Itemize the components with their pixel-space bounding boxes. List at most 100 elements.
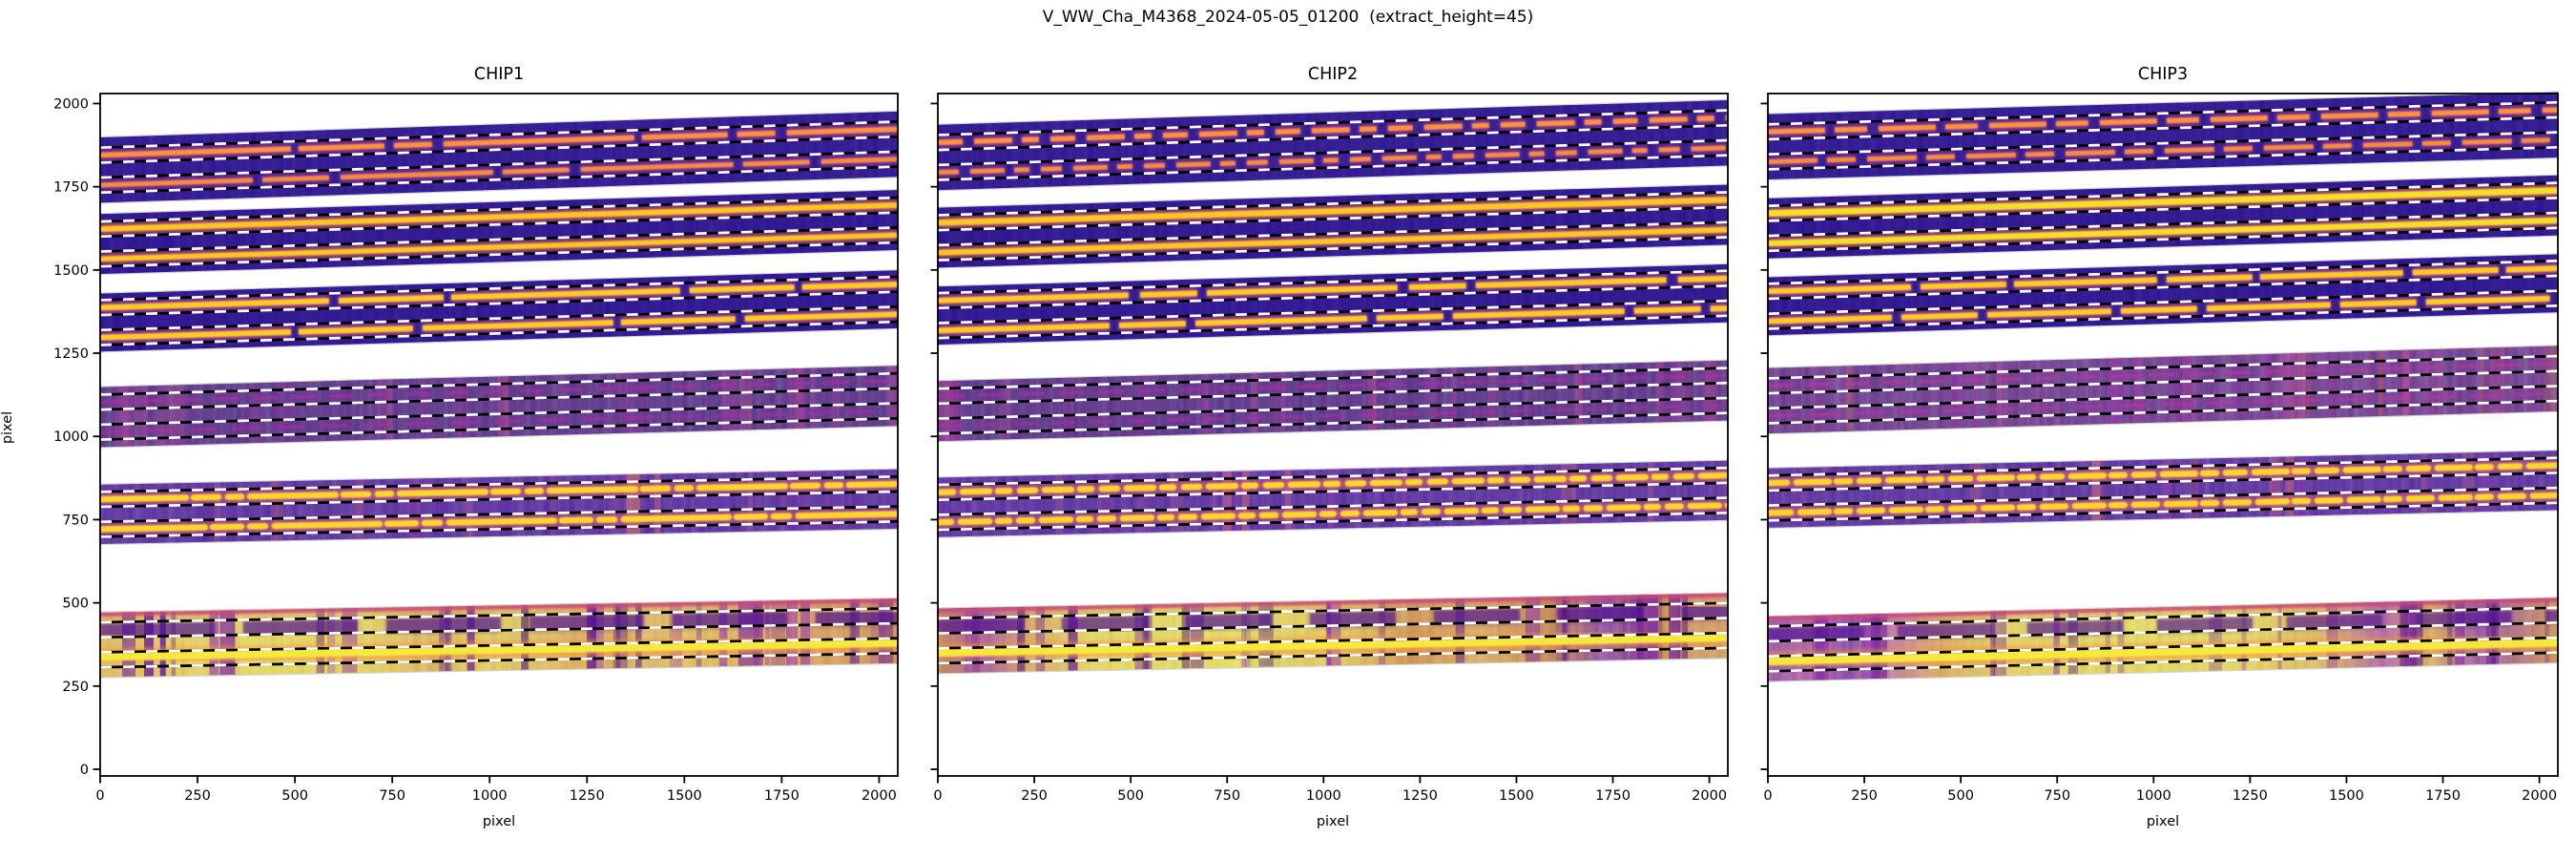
extraction-boundary-line [938, 481, 1728, 502]
spectral-trace [100, 598, 898, 617]
extraction-boundary-line [1768, 471, 2558, 492]
extraction-boundary-line [1768, 274, 2558, 301]
extraction-boundary-line [100, 607, 898, 624]
extraction-boundary-line [1768, 486, 2558, 507]
spectral-trace [1768, 637, 2558, 665]
extraction-boundary-line [938, 396, 1728, 420]
extraction-boundary-line [938, 205, 1728, 232]
order-band-content [938, 593, 1728, 674]
spectral-trace [1768, 361, 2558, 388]
extraction-boundary-line [1768, 501, 2558, 522]
extraction-boundary-line [100, 621, 898, 639]
extraction-boundary-line [100, 505, 898, 524]
x-tick-label: 1000 [472, 788, 508, 804]
spectral-trace [938, 605, 1728, 634]
y-tick-label: 1500 [53, 263, 89, 279]
extraction-boundary-line [100, 371, 898, 396]
order-band-content [100, 469, 898, 544]
spectral-trace [1768, 295, 2558, 325]
extraction-boundary-line [100, 275, 898, 302]
spectral-trace [938, 197, 1728, 226]
extraction-boundary-line [100, 387, 898, 411]
x-tick-label: 750 [1214, 788, 1240, 804]
spectral-trace [100, 232, 898, 262]
x-axis-label-chip1: pixel [482, 814, 516, 829]
extraction-boundary-line [100, 241, 898, 268]
spectral-trace [938, 145, 1728, 176]
extraction-boundary-line [938, 236, 1728, 262]
extraction-boundary-line [1768, 259, 2558, 285]
spectral-trace [938, 502, 1728, 526]
panel-chip1: 0 250 500 750 1000 1250 1500 1750 2000 0 250 500 750… [53, 93, 900, 804]
x-tick-label: 1000 [2136, 788, 2171, 804]
extraction-boundary-line [938, 367, 1728, 390]
extraction-boundary-line [1768, 636, 2558, 658]
order-band-content [100, 111, 898, 203]
extraction-boundary-line [938, 191, 1728, 217]
spectral-trace [1768, 217, 2558, 247]
spectral-trace [938, 373, 1728, 399]
spectral-trace [938, 275, 1728, 304]
y-axis-label: pixel [0, 410, 15, 445]
spectral-trace [1768, 610, 2558, 641]
extraction-boundary-line [1768, 369, 2558, 395]
extraction-boundary-line [1768, 651, 2558, 673]
extraction-boundary-line [1768, 100, 2558, 126]
x-tick-label: 750 [2044, 788, 2070, 804]
extraction-boundary-line [938, 631, 1728, 650]
x-tick-label: 0 [1763, 788, 1772, 804]
x-tick-label: 0 [95, 788, 104, 804]
spectral-trace [938, 633, 1728, 658]
y-tick-label: 1250 [53, 346, 89, 362]
spectral-trace [1768, 186, 2558, 218]
order-band-content [1768, 175, 2558, 259]
extraction-boundary-line [100, 305, 898, 332]
extraction-boundary-line [938, 109, 1728, 136]
spectral-trace [100, 201, 898, 232]
spectral-trace [1768, 136, 2558, 164]
x-tick-label: 1750 [2425, 788, 2461, 804]
extraction-boundary-line [938, 299, 1728, 325]
extraction-boundary-line [100, 211, 898, 239]
spectral-trace [938, 115, 1728, 146]
extraction-boundary-line [1768, 354, 2558, 380]
spectral-trace [938, 304, 1728, 334]
panel-title-chip3: CHIP3 [2137, 65, 2189, 84]
extraction-boundary-line [938, 381, 1728, 406]
axes-spines [937, 93, 1729, 777]
x-tick-label: 250 [1021, 788, 1048, 804]
x-tick-label: 500 [1117, 788, 1144, 804]
extraction-boundary-line [938, 617, 1728, 635]
extraction-boundary-line [100, 652, 898, 669]
panel-chip2: 0 250 500 750 1000 1250 1500 1750 2000 [930, 93, 1730, 804]
x-tick-label: 1750 [1595, 788, 1631, 804]
extraction-boundary-line [938, 496, 1728, 516]
extraction-boundary-line [938, 314, 1728, 340]
extraction-boundary-line [1768, 211, 2558, 238]
extraction-boundary-line [1768, 304, 2558, 330]
extraction-boundary-line [1768, 289, 2558, 316]
extraction-boundary-line [938, 411, 1728, 435]
extraction-boundary-line [1768, 131, 2558, 157]
y-tick-label: 1000 [53, 430, 89, 445]
spectral-trace [938, 471, 1728, 496]
extraction-boundary-line [1768, 226, 2558, 253]
extraction-boundary-line [938, 601, 1728, 620]
axes-spines [99, 93, 899, 777]
x-tick-label: 750 [379, 788, 405, 804]
x-tick-label: 1000 [1306, 788, 1341, 804]
order-band-content [1768, 346, 2558, 434]
x-tick-label: 0 [933, 788, 942, 804]
extraction-boundary-line [938, 466, 1728, 487]
extraction-boundary-line [1768, 181, 2558, 208]
order-band-content [1768, 597, 2558, 681]
order-band-content [1768, 450, 2558, 528]
panel-title-chip1: CHIP1 [473, 65, 525, 84]
spectral-trace [100, 480, 898, 503]
spectral-trace [100, 157, 898, 188]
x-tick-label: 500 [281, 788, 308, 804]
spectral-trace [100, 126, 898, 158]
y-tick-label: 0 [80, 763, 89, 778]
order-band-content [100, 190, 898, 275]
spectral-trace [100, 311, 898, 341]
